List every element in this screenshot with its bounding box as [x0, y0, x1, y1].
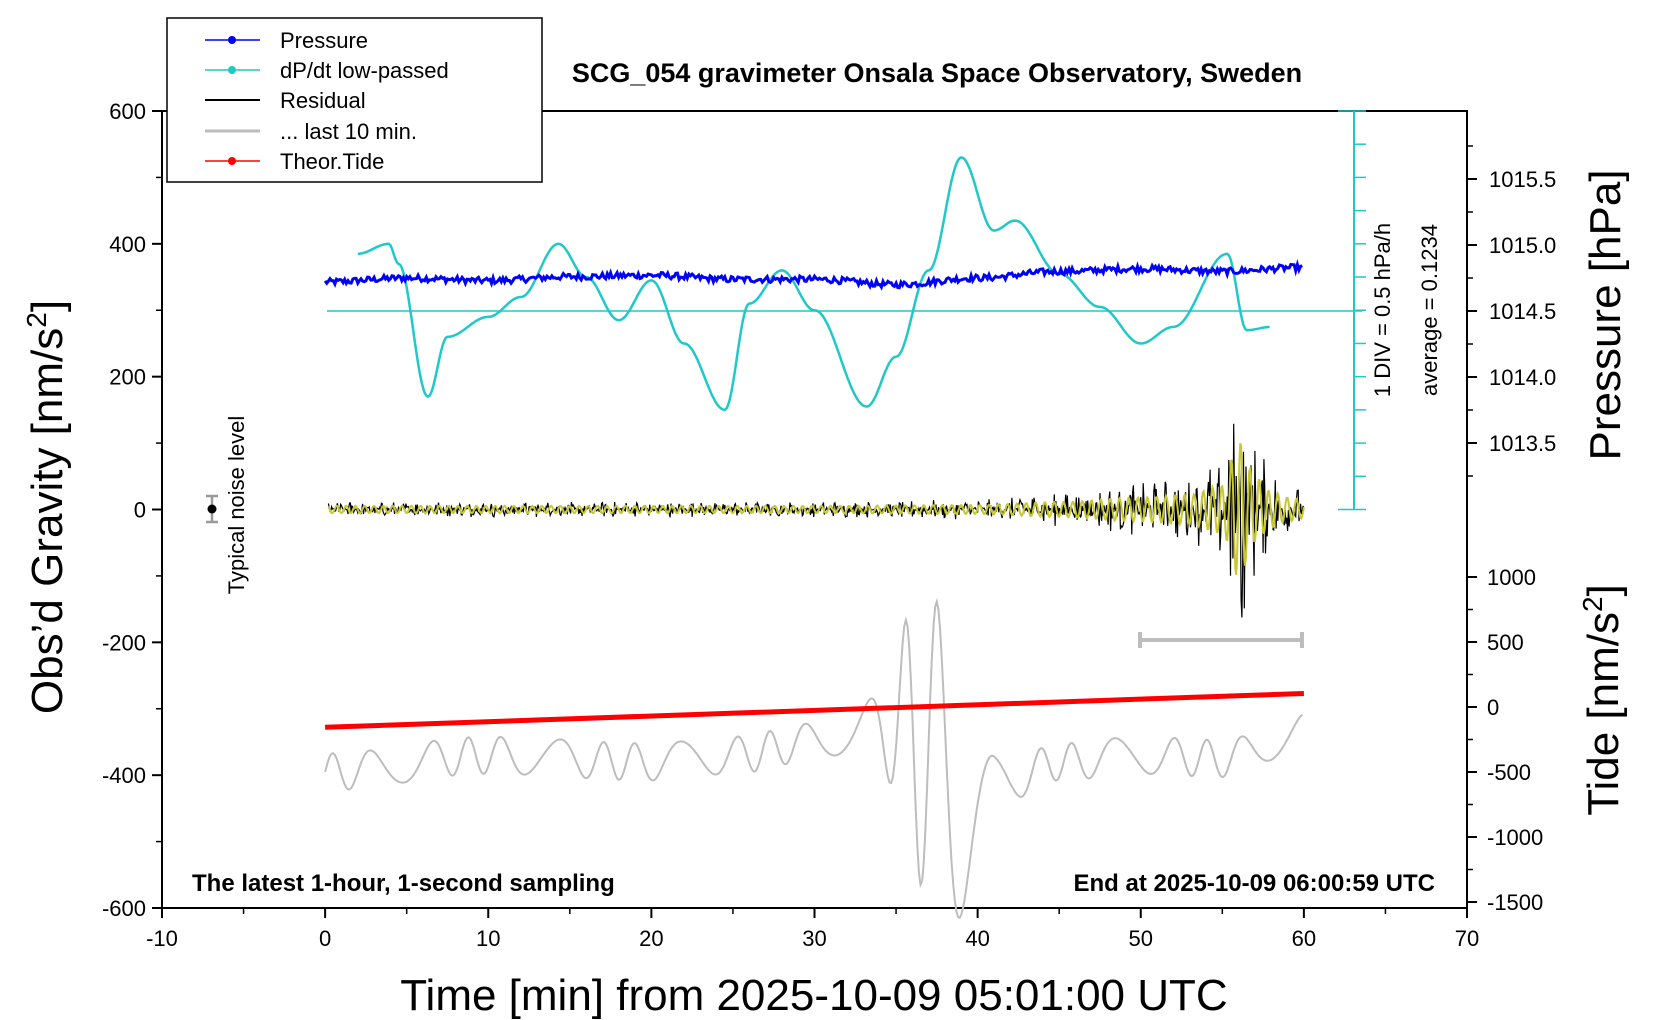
y-left-axis-title: Obs’d Gravity [nm/s2] [21, 300, 72, 714]
x-tick-label: 40 [965, 926, 989, 951]
y-tide-tick-label: -500 [1487, 760, 1531, 785]
y-left-axis-title-main: Obs’d Gravity [nm/s [23, 328, 72, 714]
y-left-tick-label: -600 [102, 896, 146, 921]
y-tide-tick-label: 0 [1487, 695, 1499, 720]
y-left-axis-title-close: ] [23, 300, 72, 312]
legend-last-10-min: ... last 10 min. [280, 119, 417, 144]
annotation-average: average = 0.1234 [1417, 224, 1442, 396]
y-left-tick-label: 600 [109, 99, 146, 124]
series-dpdt [357, 156, 1270, 412]
series-residual [327, 423, 1305, 618]
series-last-10-min [324, 597, 1303, 920]
annotation-end-time: End at 2025-10-09 06:00:59 UTC [1074, 870, 1436, 897]
y-pressure-tick-label: 1014.0 [1489, 365, 1556, 390]
noise-level-marker [206, 494, 218, 524]
y-tide-tick-label: -1000 [1487, 825, 1543, 850]
y-pressure-tick-label: 1015.0 [1489, 233, 1556, 258]
last-10-min-range-bar [1138, 632, 1304, 648]
y-tide-axis-title-sup: 2 [1577, 596, 1608, 612]
y-pressure-tick-label: 1013.5 [1489, 431, 1556, 456]
chart-title: SCG_054 gravimeter Onsala Space Observat… [572, 58, 1302, 88]
legend-theor-tide: Theor.Tide [280, 149, 384, 174]
y-tide-axis-title-main: Tide [nm/s [1579, 612, 1628, 816]
x-tick-label: 10 [476, 926, 500, 951]
noise-level-label: Typical noise level [224, 416, 249, 595]
x-tick-label: 50 [1129, 926, 1153, 951]
y-pressure-axis-ticks: 1015.5 1015.0 1014.5 1014.0 1013.5 [1467, 145, 1556, 477]
x-axis-title: Time [min] from 2025-10-09 05:01:00 UTC [400, 971, 1227, 1020]
y-tide-tick-label: 500 [1487, 630, 1524, 655]
y-tide-tick-label: 1000 [1487, 565, 1536, 590]
y-left-axis-ticks: 600 400 200 0 -200 -400 -600 [102, 99, 162, 921]
y-pressure-tick-label: 1014.5 [1489, 299, 1556, 324]
legend-dpdt: dP/dt low-passed [280, 58, 449, 83]
x-tick-label: -10 [146, 926, 178, 951]
y-tide-tick-label: -1500 [1487, 890, 1543, 915]
x-tick-label: 20 [639, 926, 663, 951]
series-pressure [323, 258, 1303, 291]
legend-pressure: Pressure [280, 28, 368, 53]
y-left-tick-label: 200 [109, 365, 146, 390]
x-tick-label: 60 [1292, 926, 1316, 951]
y-pressure-axis-title: Pressure [hPa] [1581, 169, 1630, 460]
y-left-axis-title-sup: 2 [21, 312, 52, 328]
annotation-div: 1 DIV = 0.5 hPa/h [1370, 223, 1395, 397]
legend-residual: Residual [280, 88, 366, 113]
y-left-tick-label: 0 [134, 498, 146, 523]
x-axis-ticks: -10 0 10 20 30 40 50 60 70 [146, 908, 1479, 951]
y-tide-axis-ticks: 1000 500 0 -500 -1000 -1500 [1467, 565, 1543, 915]
x-tick-label: 70 [1455, 926, 1479, 951]
y-left-tick-label: -200 [102, 630, 146, 655]
div-scale [1338, 110, 1366, 511]
x-tick-label: 30 [802, 926, 826, 951]
y-tide-axis-title-close: ] [1579, 584, 1628, 596]
legend: Pressure dP/dt low-passed Residual ... l… [166, 17, 543, 183]
x-tick-label: 0 [319, 926, 331, 951]
y-left-tick-label: -400 [102, 763, 146, 788]
y-tide-axis-title: Tide [nm/s2] [1577, 584, 1628, 816]
annotation-latest-hour: The latest 1-hour, 1-second sampling [192, 870, 615, 897]
y-left-tick-label: 400 [109, 232, 146, 257]
series-theor-tide [325, 691, 1304, 730]
y-pressure-tick-label: 1015.5 [1489, 167, 1556, 192]
series-residual-smoothed [327, 443, 1305, 576]
